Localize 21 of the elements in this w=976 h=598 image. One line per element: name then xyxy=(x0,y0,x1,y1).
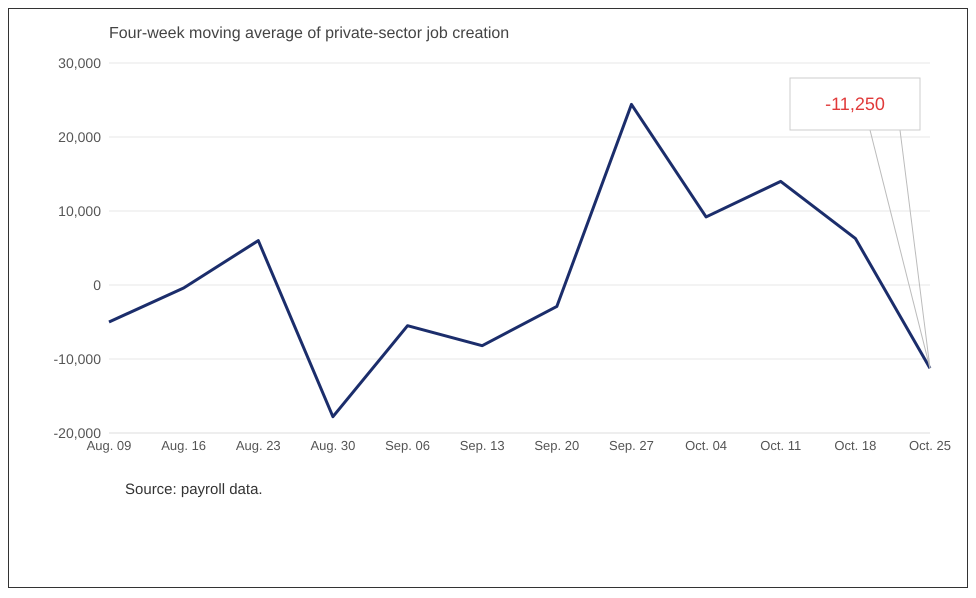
x-tick-label: Aug. 09 xyxy=(86,438,132,454)
x-tick-label: Aug. 16 xyxy=(161,438,206,454)
x-tick-label: Oct. 25 xyxy=(909,438,951,454)
source-note: Source: payroll data. xyxy=(125,481,264,498)
y-tick-label: 10,000 xyxy=(58,202,102,219)
x-tick-label: Oct. 11 xyxy=(760,438,802,454)
x-tick-label: Aug. 30 xyxy=(310,438,356,454)
y-tick-label: 20,000 xyxy=(58,128,102,145)
x-tick-label: Sep. 06 xyxy=(385,438,430,454)
y-tick-label: 0 xyxy=(93,276,102,293)
y-tick-label: 30,000 xyxy=(58,54,102,71)
x-tick-label: Sep. 13 xyxy=(460,438,505,454)
x-tick-label: Oct. 18 xyxy=(834,438,876,454)
chart-subtitle: Four-week moving average of private-sector job creation xyxy=(109,25,510,43)
x-tick-label: Aug. 23 xyxy=(236,438,281,454)
x-tick-label: Sep. 20 xyxy=(534,438,580,454)
annotation: -11,250 xyxy=(825,94,885,114)
y-tick-label: -10,000 xyxy=(54,350,102,367)
x-tick-label: Oct. 04 xyxy=(685,438,728,454)
x-tick-label: Sep. 27 xyxy=(609,438,654,454)
y-tick-label: -20,000 xyxy=(54,424,102,441)
